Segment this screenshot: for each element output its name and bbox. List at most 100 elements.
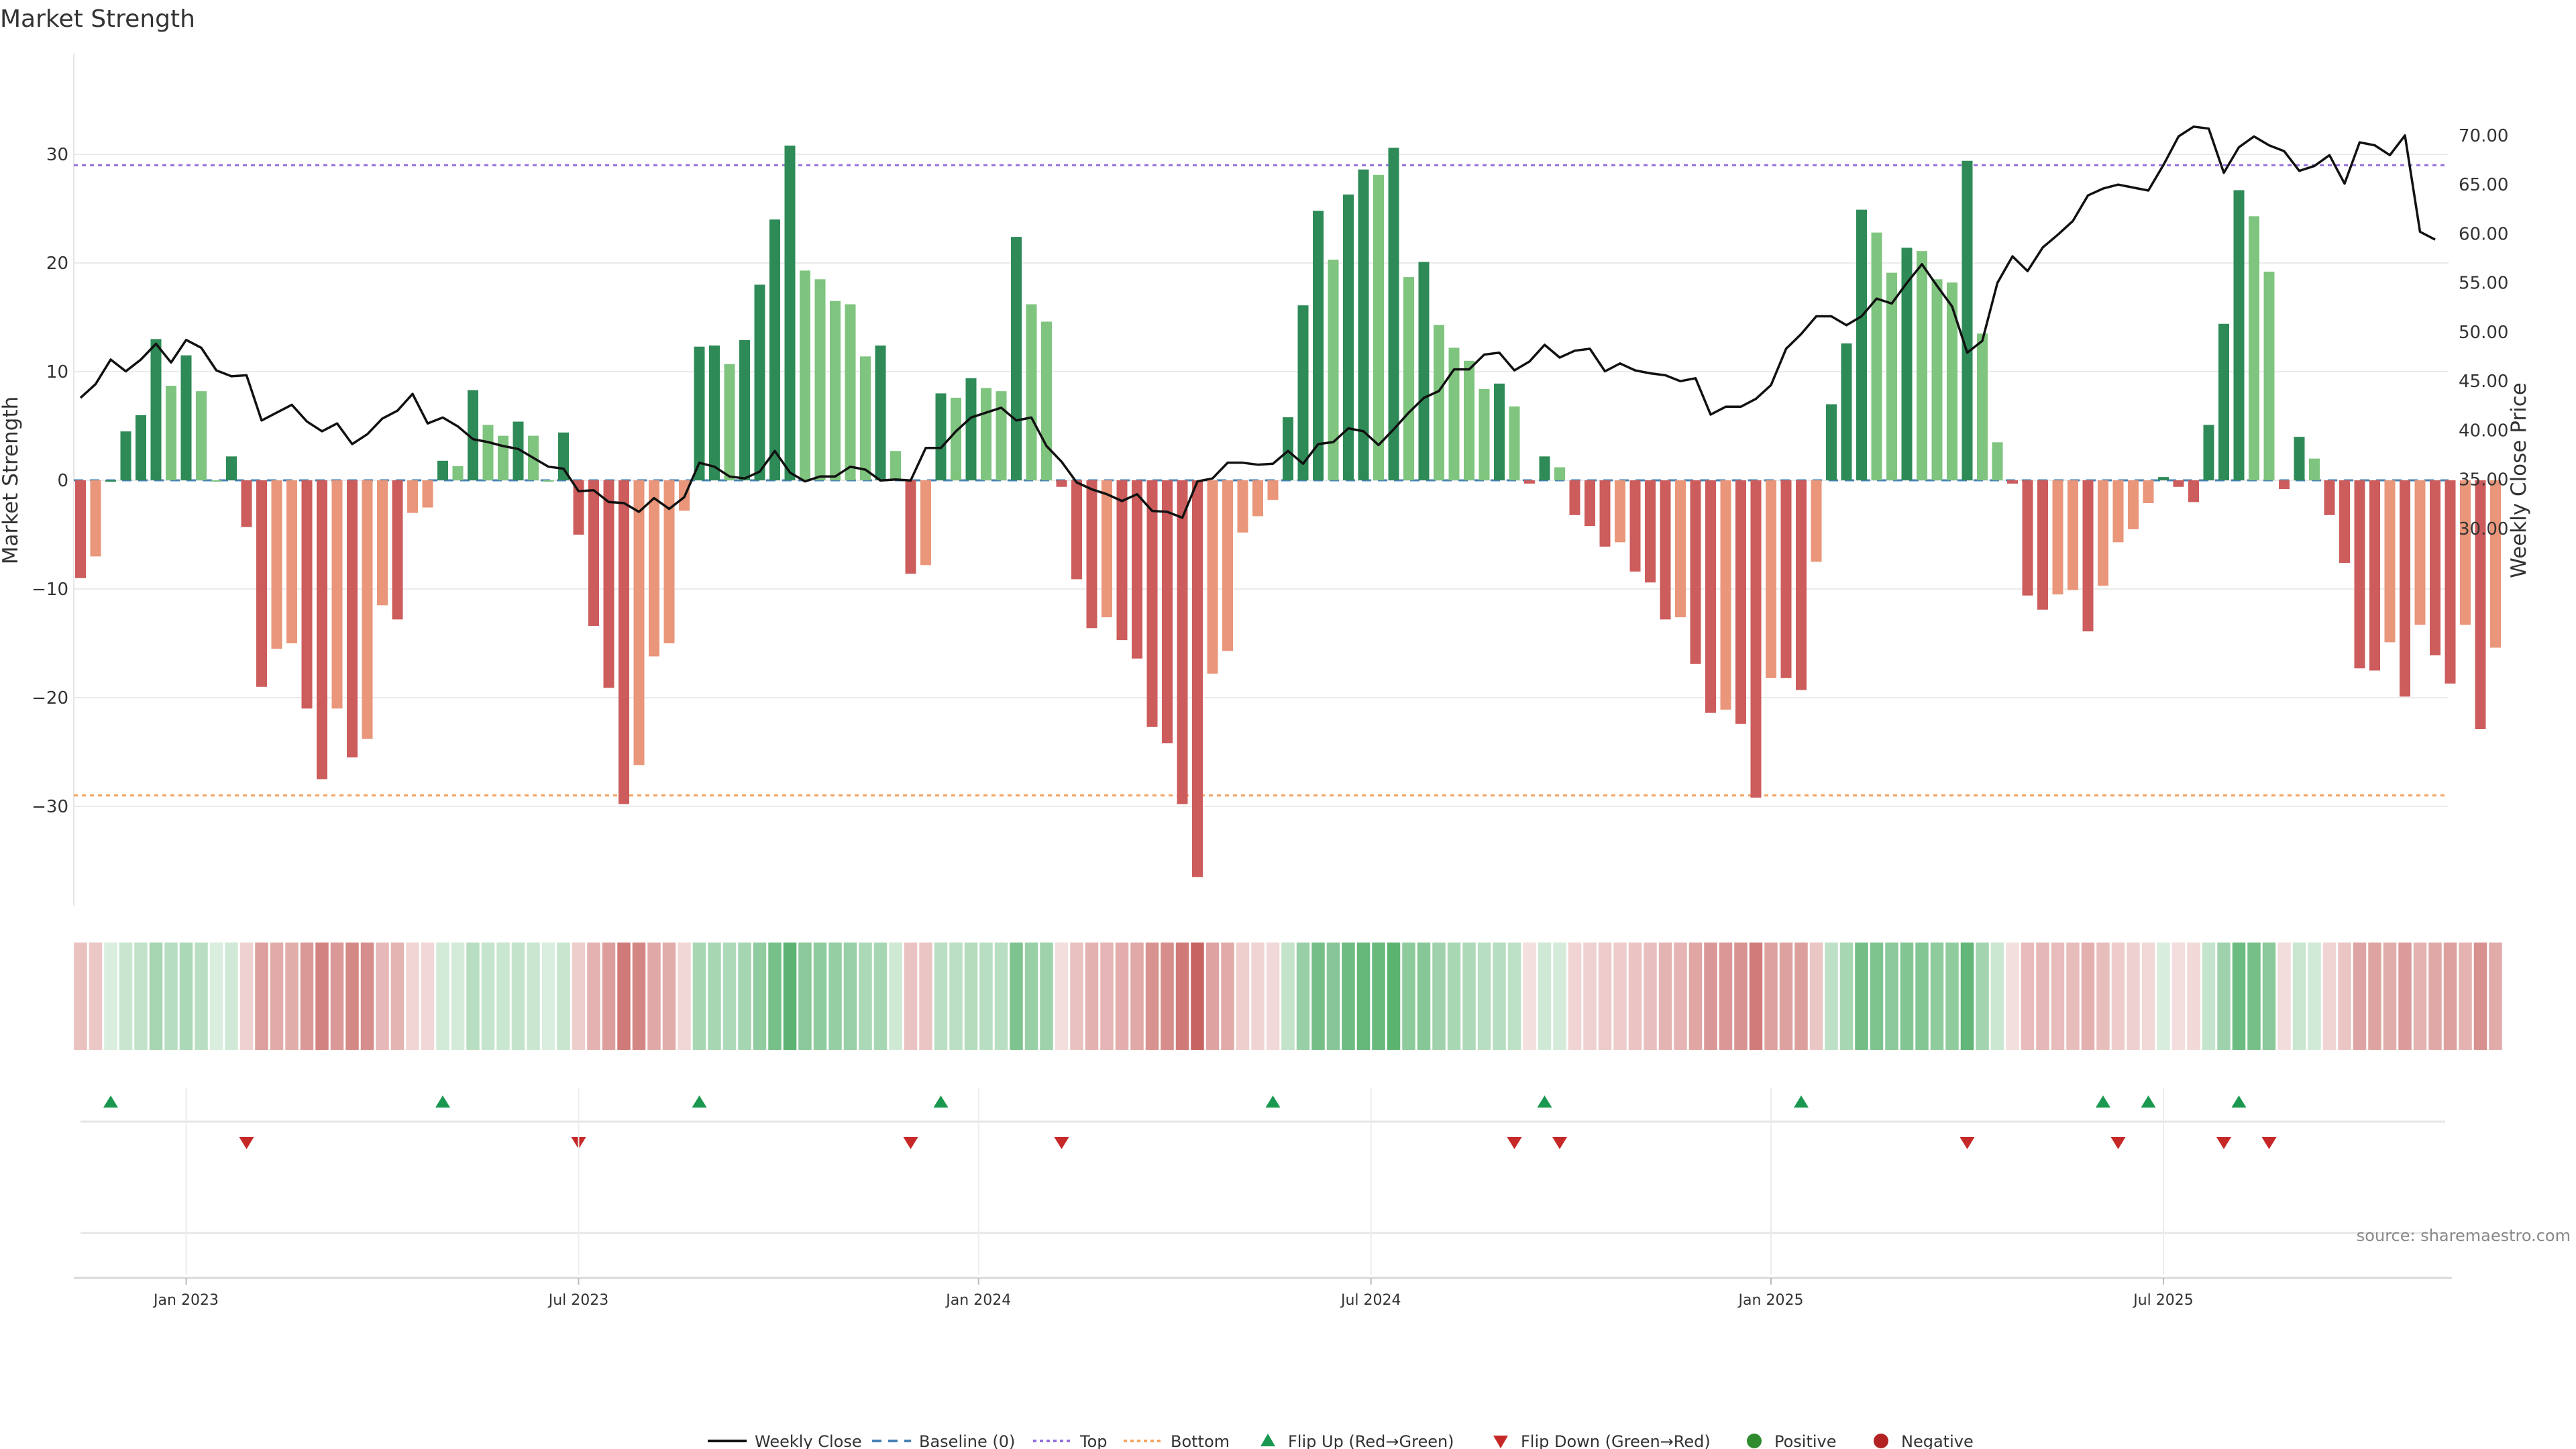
strength-bar [996, 391, 1007, 480]
strip-cell [978, 943, 994, 1050]
strength-bar [724, 364, 735, 480]
strength-bar [180, 355, 192, 480]
strength-bar [2203, 425, 2214, 480]
strength-bar [1539, 456, 1550, 480]
strip-cell [1658, 943, 1673, 1050]
strip-cell [737, 943, 753, 1050]
strip-cell [2231, 943, 2247, 1050]
flip-up-marker [2141, 1095, 2156, 1108]
strip-cell [495, 943, 511, 1050]
strength-bar [211, 480, 222, 482]
date-tick-label: Jan 2024 [945, 1292, 1011, 1309]
strength-bar [845, 304, 856, 480]
strip-cell [1507, 943, 1522, 1050]
strip-cell [284, 943, 300, 1050]
strength-bar [1931, 279, 1943, 480]
strip-cell [2487, 943, 2504, 1050]
strip-cell [918, 943, 934, 1050]
flip-up-marker [1537, 1095, 1552, 1108]
strength-bar [362, 480, 373, 739]
strip-cell [692, 943, 707, 1050]
strength-bar [920, 480, 931, 566]
flip-up-marker [1794, 1095, 1809, 1108]
strip-cell [797, 943, 813, 1050]
strip-cell [2412, 943, 2428, 1050]
left-tick-label: −30 [32, 797, 68, 817]
strip-cell [1114, 943, 1130, 1050]
strength-bar [2249, 216, 2259, 480]
strip-cell [631, 943, 647, 1050]
weekly-close-series [79, 125, 2436, 519]
strip-cell [103, 943, 119, 1050]
strip-cell [2367, 943, 2383, 1050]
left-tick-label: 30 [46, 145, 68, 165]
flip-up-marker [103, 1095, 118, 1108]
left-tick-label: 10 [46, 362, 68, 382]
strip-cell [1431, 943, 1447, 1050]
strip-cell [1839, 943, 1854, 1050]
strength-bar [814, 279, 826, 480]
strip-cell [2276, 943, 2292, 1050]
strength-bar [468, 390, 478, 480]
strip-cell [178, 943, 194, 1050]
strip-cell [767, 943, 783, 1050]
chart-title: Market Strength [0, 5, 195, 33]
strip-cell [1823, 943, 1839, 1050]
strip-cell [827, 943, 843, 1050]
strip-cell [933, 943, 949, 1050]
strip-cell [360, 943, 375, 1050]
strength-bar [1207, 480, 1218, 674]
strength-bar [2339, 480, 2350, 564]
strip-cell [616, 943, 632, 1050]
legend-item: Top [1033, 1432, 1108, 1449]
date-axis: Jan 2023 Jul 2023 Jan 2024 Jul 2024 Jan 2025… [74, 1088, 2452, 1309]
strip-cell [812, 943, 828, 1050]
strength-bar [1403, 277, 1414, 480]
strip-cell [1310, 943, 1326, 1050]
strength-bar [573, 480, 584, 535]
strip-cell [1189, 943, 1205, 1050]
strength-bar [1086, 480, 1097, 629]
strip-cell [1854, 943, 1870, 1050]
strength-bar [407, 480, 418, 513]
strength-bar [1011, 237, 1022, 480]
strip-cell [1295, 943, 1311, 1050]
strip-cell [1748, 943, 1764, 1050]
strength-bar [1992, 442, 2003, 480]
strip-cell [2246, 943, 2262, 1050]
strip-cell [752, 943, 767, 1050]
strength-bar [1071, 480, 1082, 580]
right-tick-label: 60.00 [2459, 224, 2508, 244]
strength-bar [2309, 458, 2320, 480]
strength-bar [2430, 480, 2440, 655]
strip-cell [676, 943, 692, 1050]
strength-bar [1645, 480, 1656, 583]
strip-cell [1356, 943, 1371, 1050]
weekly-close-line [79, 125, 2436, 519]
strength-bar [2128, 480, 2139, 529]
strip-cell [344, 943, 360, 1050]
strip-cell [843, 943, 858, 1050]
strip-cell [2020, 943, 2035, 1050]
strip-cell [2095, 943, 2111, 1050]
strength-bar [694, 346, 705, 480]
strength-bar [2414, 480, 2426, 625]
right-tick-label: 65.00 [2459, 175, 2508, 195]
flip-down-marker [903, 1137, 918, 1149]
strip-cell [1084, 943, 1099, 1050]
strength-bar [2279, 480, 2290, 489]
strip-cell [1688, 943, 1703, 1050]
strip-cell [2397, 943, 2413, 1050]
strength-bar [649, 480, 659, 657]
strip-cell [1521, 943, 1538, 1050]
left-axis: 30 20 10 0 −10 −20 −30 [32, 145, 68, 817]
strip-cell [329, 943, 345, 1050]
strip-cell [963, 943, 979, 1050]
strip-cell [1129, 943, 1145, 1050]
strip-cell [1220, 943, 1236, 1050]
strength-bar [875, 345, 886, 480]
right-tick-label: 30.00 [2459, 519, 2508, 539]
strength-bar [2173, 480, 2184, 487]
strength-bar [1283, 417, 1293, 480]
strength-bar [2233, 190, 2245, 480]
